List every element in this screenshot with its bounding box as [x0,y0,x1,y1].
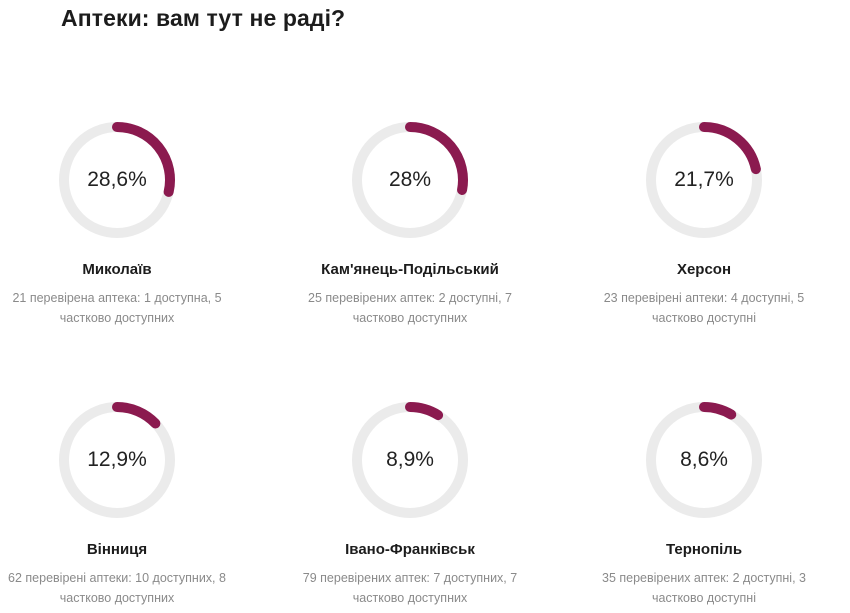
percent-label: 28,6% [87,168,147,191]
percent-label: 8,9% [386,448,434,471]
city-name: Миколаїв [82,261,152,278]
pharmacy-stats: 62 перевірені аптеки: 10 доступних, 8 ча… [8,571,226,605]
city-name: Кам'янець-Подільський [321,261,499,278]
pharmacy-stats: 23 перевірені аптеки: 4 доступні, 5 част… [603,291,805,325]
donut-value-arc [112,402,161,429]
page-title: Аптеки: вам тут не раді? [61,5,346,31]
donut-value-arc [112,122,175,197]
pharmacy-stats: 35 перевірених аптек: 2 доступні, 3 част… [602,571,806,605]
donut-chart [646,122,762,238]
pharmacy-stats: 79 перевірених аптек: 7 доступних, 7 час… [302,571,518,605]
percent-label: 8,6% [680,448,728,471]
city-card: 28,6% Миколаїв 21 перевірена аптека: 1 дос… [0,118,257,328]
percent-label: 28% [388,168,432,191]
percent-label: 12,9% [87,448,147,471]
pharmacy-stats: 25 перевірених аптек: 2 доступні, 7 част… [308,291,512,325]
donut-chart [646,402,762,518]
city-card: 8,9% Івано-Франківськ 79 перевірених аптек… [270,398,550,608]
city-name: Вінниця [86,541,148,558]
city-card: 8,6% Тернопіль 35 перевірених аптек: 2 дос… [564,398,844,608]
donut-chart [352,122,468,238]
donut-chart [352,402,468,518]
donut-value-arc [699,402,737,420]
donut-chart [59,402,175,518]
donut-value-arc [699,122,761,175]
donut-value-arc [405,402,444,421]
city-card: 12,9% Вінниця 62 перевірені аптеки: 10 дос… [0,398,257,608]
percent-label: 21,7% [674,168,734,191]
city-name: Івано-Франківськ [345,541,475,558]
donut-chart [59,122,175,238]
city-name: Тернопіль [665,541,743,558]
donut-value-arc [405,122,468,195]
pharmacy-stats: 21 перевірена аптека: 1 доступна, 5 част… [12,291,222,325]
city-card: 28% Кам'янець-Подільський 25 перевірених а… [270,118,550,328]
city-card: 21,7% Херсон 23 перевірені аптеки: 4 досту… [564,118,844,328]
city-name: Херсон [676,261,732,278]
